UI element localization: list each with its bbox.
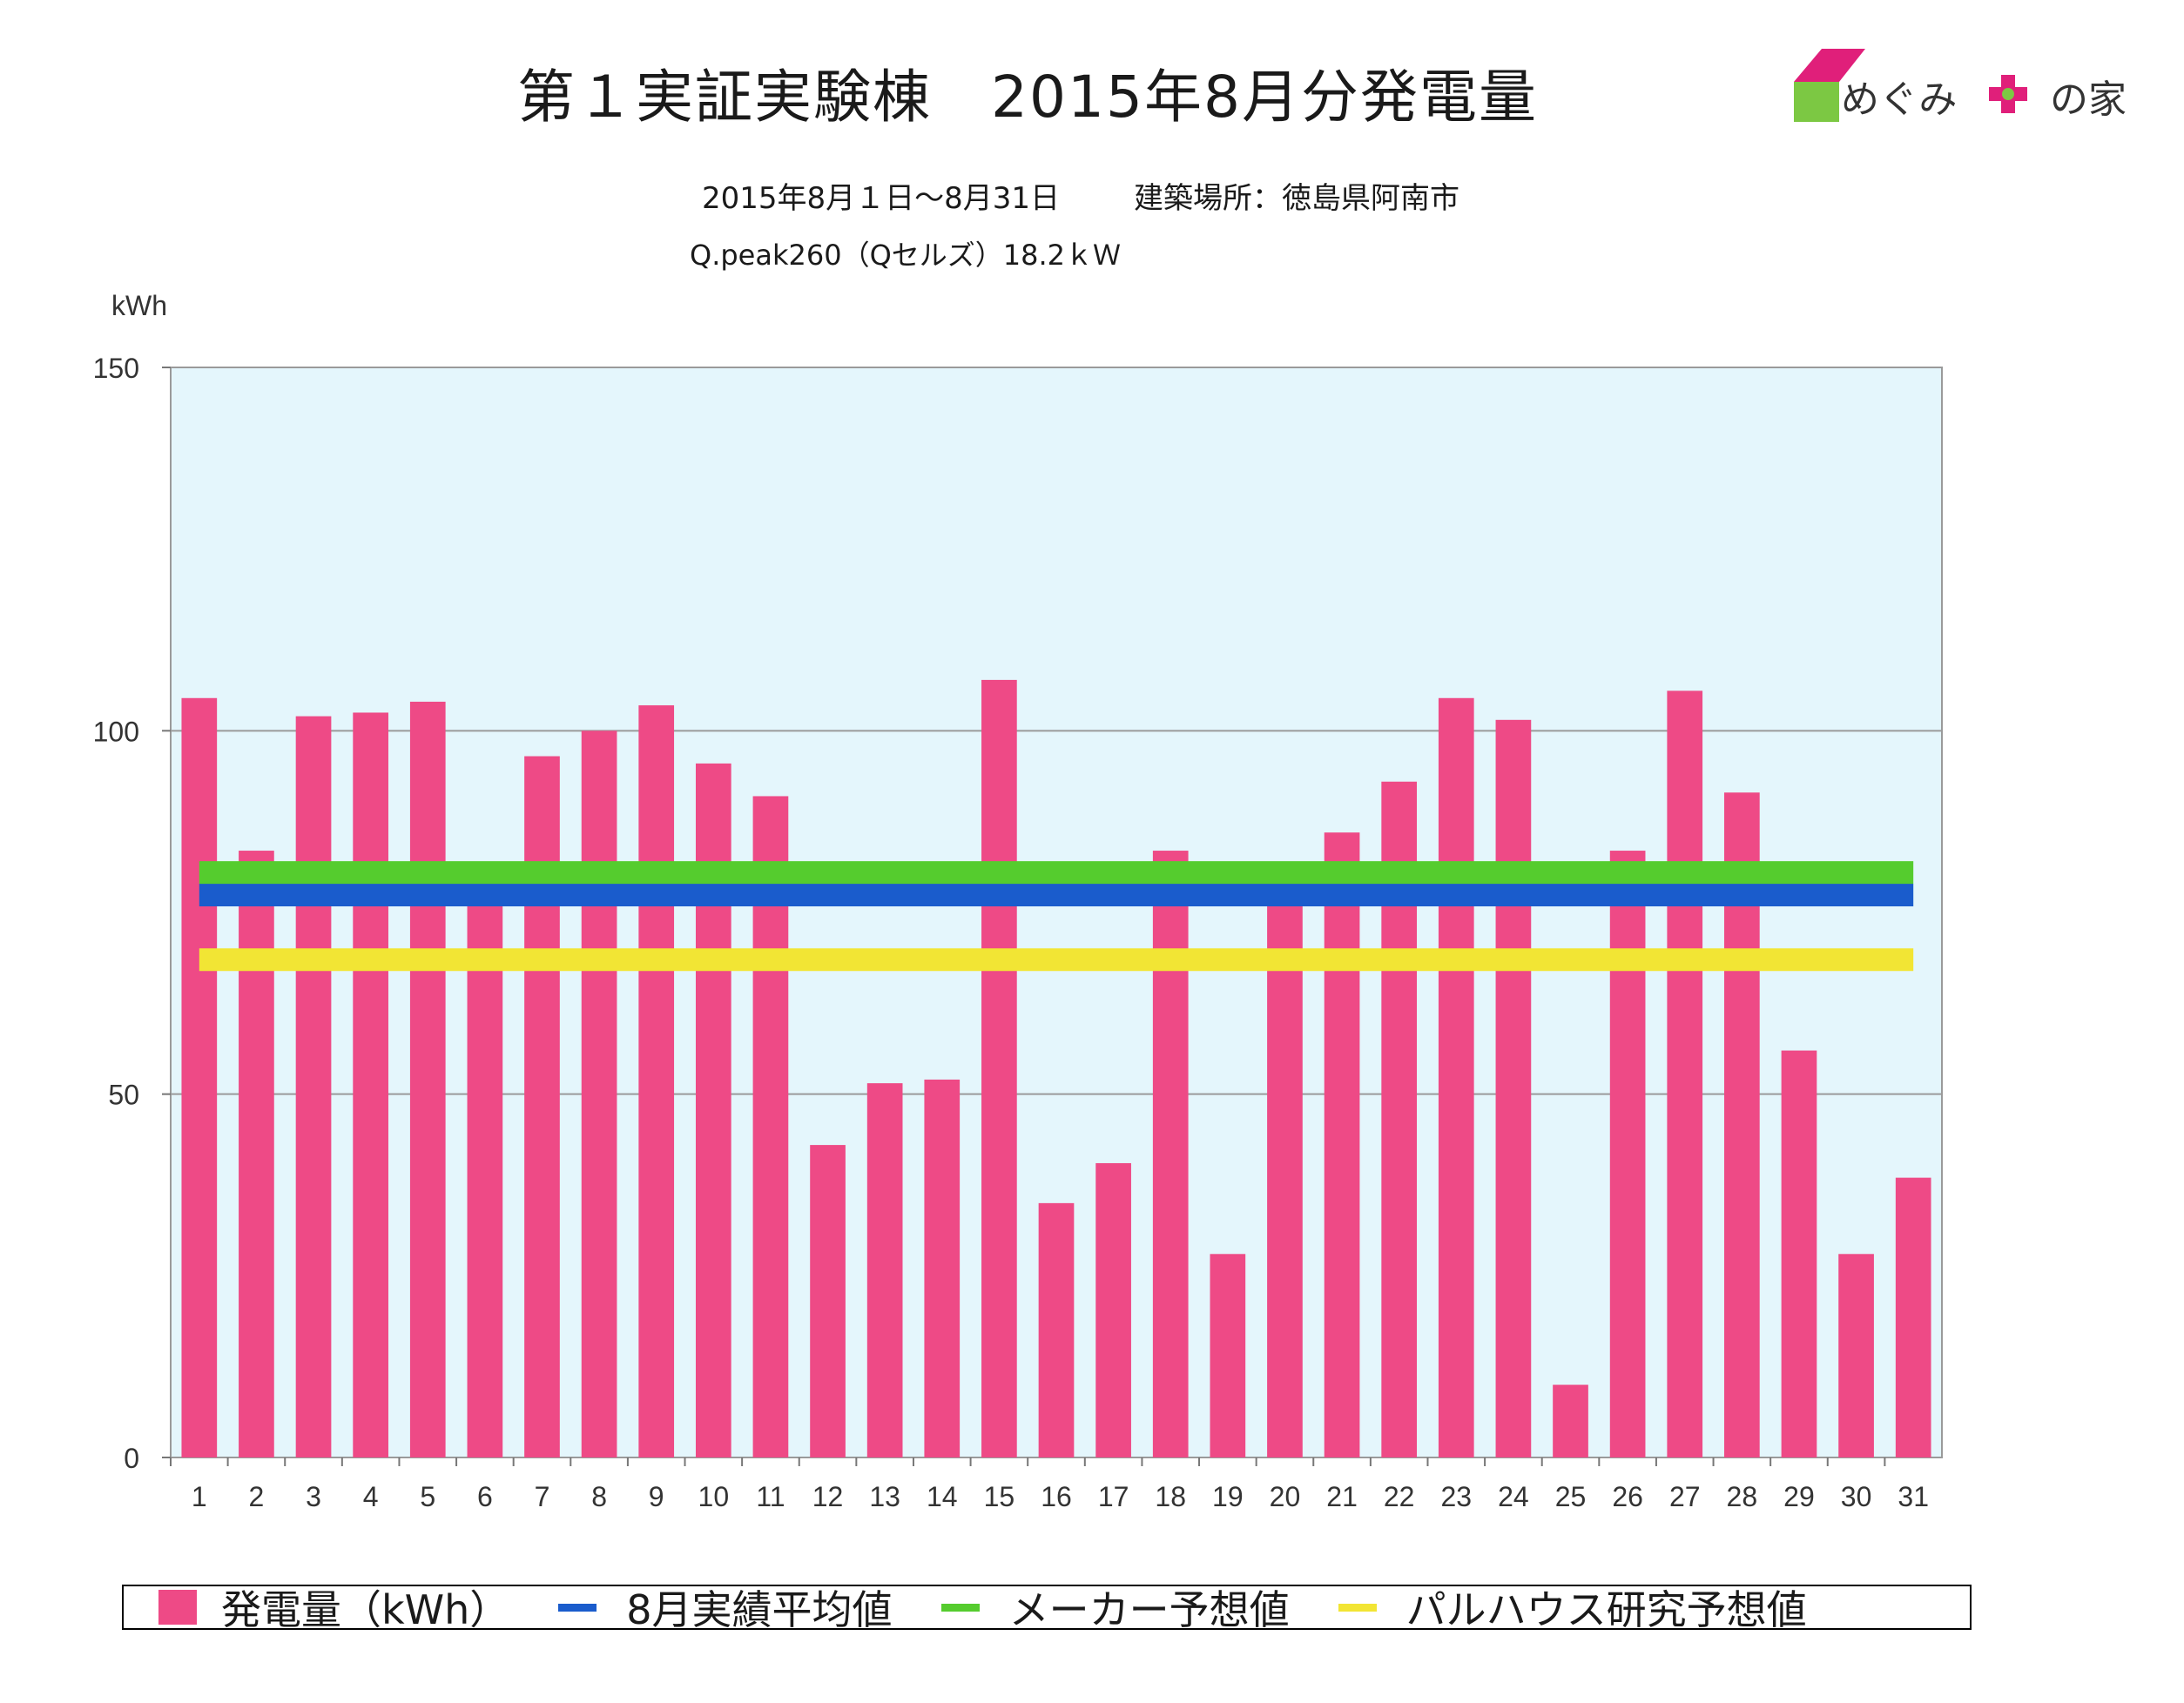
bar-day-3 xyxy=(295,716,332,1457)
legend-swatch xyxy=(940,1603,980,1612)
megumi-logo: めぐみ の家 xyxy=(1787,47,2161,125)
legend-item: パルハウス研究予想値 xyxy=(1338,1578,1807,1636)
bar-day-31 xyxy=(1895,1177,1931,1457)
plus-flower-icon xyxy=(1989,75,2027,113)
x-tick-label: 24 xyxy=(1498,1481,1529,1512)
x-tick-label: 31 xyxy=(1898,1481,1929,1512)
bar-series xyxy=(181,679,1931,1457)
x-tick-label: 10 xyxy=(698,1481,730,1512)
x-tick-label: 14 xyxy=(927,1481,958,1512)
bar-day-9 xyxy=(638,705,675,1457)
x-tick-label: 4 xyxy=(363,1481,379,1512)
y-tick-label: 50 xyxy=(108,1080,139,1111)
x-tick-label: 11 xyxy=(756,1481,785,1512)
bar-day-15 xyxy=(981,679,1017,1457)
legend-label: 8月実績平均値 xyxy=(626,1586,893,1633)
bar-day-8 xyxy=(581,730,617,1457)
x-tick-label: 28 xyxy=(1727,1481,1758,1512)
bar-day-14 xyxy=(924,1079,961,1457)
x-tick-label: 30 xyxy=(1841,1481,1872,1512)
bar-day-19 xyxy=(1210,1254,1246,1457)
x-tick-label: 23 xyxy=(1440,1481,1472,1512)
house-logo-icon xyxy=(1794,49,1865,122)
location-text: 建築場所：徳島県阿南市 xyxy=(1134,181,1459,216)
bar-day-20 xyxy=(1267,883,1303,1457)
x-tick-label: 25 xyxy=(1555,1481,1587,1512)
bar-day-23 xyxy=(1438,697,1474,1457)
bar-day-25 xyxy=(1553,1384,1588,1457)
legend-label: メーカー予想値 xyxy=(1008,1586,1290,1633)
bar-day-27 xyxy=(1667,690,1703,1457)
x-tick-label: 2 xyxy=(249,1481,265,1512)
legend-label: パルハウス研究予想値 xyxy=(1405,1586,1807,1633)
legend-swatch xyxy=(558,1603,597,1612)
bar-day-29 xyxy=(1781,1050,1817,1457)
bar-day-4 xyxy=(353,712,388,1457)
bar-day-11 xyxy=(752,796,789,1457)
logo-text-right: の家 xyxy=(2050,77,2127,122)
chart-title: 第１実証実験棟 2015年8月分発電量 xyxy=(517,64,1538,131)
bar-day-12 xyxy=(810,1145,846,1457)
bar-day-24 xyxy=(1495,719,1532,1457)
bar-day-17 xyxy=(1095,1162,1131,1457)
y-tick-label: 100 xyxy=(93,716,139,747)
bar-day-26 xyxy=(1609,851,1646,1457)
bar-day-30 xyxy=(1838,1254,1874,1457)
period-text: 2015年8月１日～8月31日 xyxy=(702,181,1061,216)
legend-swatch xyxy=(158,1590,197,1625)
logo-text-left: めぐみ xyxy=(1841,77,1958,122)
legend-swatch xyxy=(1338,1603,1377,1612)
y-tick-label: 0 xyxy=(124,1443,139,1474)
x-axis-ticks: 1 2 3 4 5 6 7 8 9 10 11 12 13 14 15 16 17 18 19 20 21 22 23 24 2… xyxy=(170,1457,1929,1512)
y-tick-label: 150 xyxy=(93,353,139,384)
bar-day-1 xyxy=(181,697,218,1457)
x-tick-label: 29 xyxy=(1783,1481,1815,1512)
x-tick-label: 22 xyxy=(1384,1481,1415,1512)
legend-item: 発電量（kWh） xyxy=(158,1578,509,1636)
x-tick-label: 19 xyxy=(1212,1481,1244,1512)
x-tick-label: 27 xyxy=(1669,1481,1701,1512)
x-tick-label: 3 xyxy=(306,1481,321,1512)
x-tick-label: 26 xyxy=(1612,1481,1643,1512)
y-axis-ticks: 0 50 100 150 xyxy=(93,353,171,1474)
legend-item: 8月実績平均値 xyxy=(558,1578,893,1636)
x-tick-label: 20 xyxy=(1270,1481,1301,1512)
y-axis-label: kWh xyxy=(111,290,167,321)
bar-day-18 xyxy=(1152,851,1189,1457)
x-tick-label: 13 xyxy=(869,1481,900,1512)
x-tick-label: 9 xyxy=(649,1481,664,1512)
x-tick-label: 16 xyxy=(1041,1481,1072,1512)
reference-lines xyxy=(199,861,1914,972)
legend-label: 発電量（kWh） xyxy=(221,1586,510,1633)
x-tick-label: 21 xyxy=(1326,1481,1358,1512)
legend: 発電量（kWh） 8月実績平均値 メーカー予想値 パルハウス研究予想値 xyxy=(122,1585,1972,1633)
x-tick-label: 15 xyxy=(984,1481,1015,1512)
panel-spec-text: Q.peak260（Qセルズ）18.2ｋＷ xyxy=(690,239,1122,272)
x-tick-label: 12 xyxy=(812,1481,844,1512)
x-tick-label: 7 xyxy=(535,1481,550,1512)
legend-item: メーカー予想値 xyxy=(940,1578,1290,1636)
bar-day-13 xyxy=(866,1083,903,1457)
x-tick-label: 8 xyxy=(591,1481,607,1512)
x-tick-label: 1 xyxy=(192,1481,207,1512)
bar-day-16 xyxy=(1038,1202,1075,1457)
bar-day-5 xyxy=(409,701,446,1457)
bar-day-6 xyxy=(467,905,503,1457)
bar-day-21 xyxy=(1324,832,1360,1457)
x-tick-label: 18 xyxy=(1155,1481,1186,1512)
x-tick-label: 5 xyxy=(420,1481,435,1512)
x-tick-label: 6 xyxy=(477,1481,493,1512)
bar-day-2 xyxy=(239,851,274,1457)
grid-lines xyxy=(171,730,1942,1095)
x-tick-label: 17 xyxy=(1098,1481,1129,1512)
